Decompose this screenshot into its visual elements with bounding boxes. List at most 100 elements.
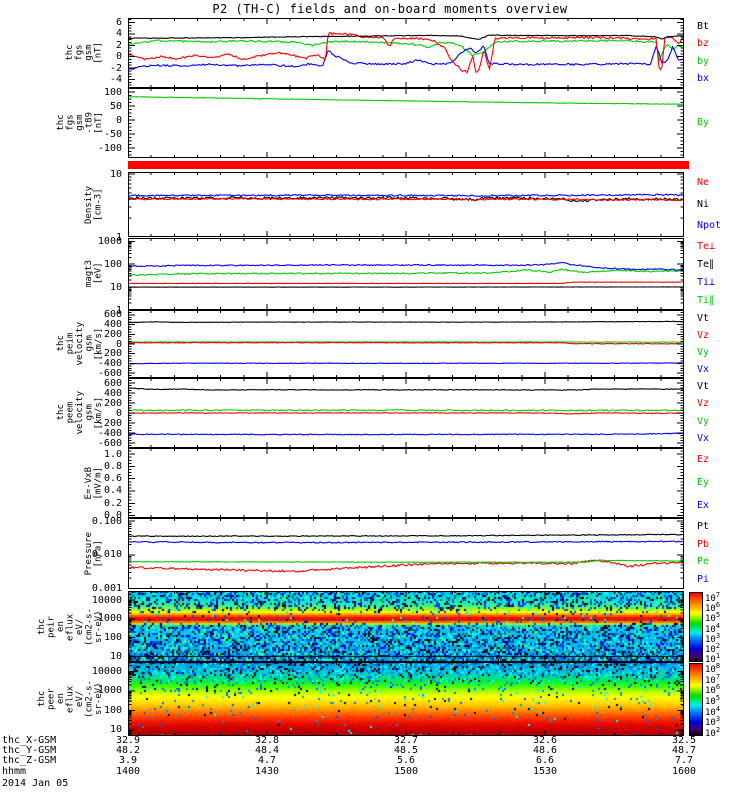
colorbar-peir-tick-label: 107 — [705, 591, 721, 604]
time-axis-value: 1530 — [532, 766, 558, 777]
panel-fgs-gsm-t89-ytick-label: 0 — [115, 114, 122, 126]
time-axis-value: 1430 — [254, 766, 280, 777]
spectrogram-peir-ytick-label: 1000 — [97, 613, 122, 625]
panel-fgs-gsm-ytick-label: 2 — [115, 39, 122, 51]
colorbar-peer-tick-label: 102 — [705, 726, 721, 739]
time-axis-value: 32.6 — [532, 735, 558, 746]
colorbar-peir-tick-label: 104 — [705, 621, 721, 635]
panel-fgs-gsm-ytick-label: 0 — [115, 51, 122, 63]
legend-Ti: Ti∥ — [697, 295, 715, 306]
panel-density-ytick-label: 10 — [109, 168, 122, 180]
time-axis-value: 48.6 — [532, 745, 558, 756]
panel-pressure-ytick-label: 0.100 — [91, 515, 122, 527]
panel-density — [128, 172, 684, 237]
series-Vy-line — [128, 409, 684, 412]
legend-Ti: Ti⊥ — [697, 277, 716, 288]
series-Pb-line — [128, 559, 684, 573]
panel-temperature-ytick-label: 1000 — [97, 235, 122, 247]
time-axis-value: 48.7 — [671, 745, 697, 756]
panel-temperature-ytick-label: 1 — [115, 304, 122, 316]
time-axis-value: 1400 — [115, 766, 141, 777]
legend-bz: bz — [697, 38, 710, 50]
panel-fgs-gsm-ytick-label: -2 — [109, 62, 122, 74]
date-label: 2014 Jan 05 — [2, 778, 69, 789]
panel-vel-elec-ytick-label: 0 — [115, 407, 122, 419]
time-axis-value: 32.9 — [115, 735, 141, 746]
time-axis-value: 1600 — [671, 766, 697, 777]
time-axis-row-label: thc_Y-GSM — [2, 745, 57, 756]
time-axis-row-label: hhmm — [2, 766, 27, 777]
series-Npot-line — [128, 193, 684, 197]
panel-temperature-ytick-label: 100 — [103, 258, 122, 270]
series-Vy-line — [128, 341, 684, 343]
panel-temperature-axis-title: magt3 [eV] — [0, 238, 104, 310]
panel-density-axis-title-text: Density [cm-3] — [84, 185, 104, 224]
spectrogram-peer-ytick-label: 1000 — [97, 685, 122, 697]
panel-fgs-gsm-t89-ytick-label: 50 — [109, 100, 122, 112]
legend-Pi: Pi — [697, 574, 710, 586]
legend-Bt: Bt — [697, 20, 710, 32]
legend-Ey: Ey — [697, 477, 710, 488]
panel-fgs-gsm — [128, 18, 684, 88]
legend-Ni: Ni — [697, 198, 710, 210]
series-Ne-line — [128, 197, 684, 202]
legend-Pt: Pt — [697, 520, 710, 532]
legend-Vz: Vz — [697, 329, 710, 341]
legend-Ne: Ne — [697, 176, 710, 188]
series-Pt-line — [128, 533, 684, 538]
legend-Npot: Npot — [697, 220, 722, 232]
legend-bx: bx — [697, 73, 710, 85]
time-axis-value: 5.6 — [396, 755, 416, 766]
series-Vx-line — [128, 362, 684, 365]
colorbar-peir-tick-label: 106 — [705, 601, 721, 615]
panel-efield-ytick-label: 0.8 — [103, 460, 122, 472]
colorbar-peer-tick-label: 103 — [705, 715, 721, 729]
panel-vel-ion-ytick-label: 0 — [115, 338, 122, 350]
series-Te-perp-line — [128, 281, 684, 285]
panel-vel-ion-ytick-label: -600 — [97, 367, 122, 379]
series-by-line — [128, 39, 684, 64]
time-axis-value: 1500 — [393, 766, 419, 777]
legend-Vx: Vx — [697, 433, 710, 445]
colorbar-peer-tick-label: 104 — [705, 704, 721, 718]
spectrogram-peer-ytick-label: 100 — [103, 704, 122, 716]
status-bar-red — [128, 161, 689, 169]
legend-Vz: Vz — [697, 398, 710, 410]
time-axis-value: 7.7 — [674, 755, 694, 766]
panel-vel-ion — [128, 310, 684, 378]
legend-Vt: Vt — [697, 380, 710, 392]
spectrogram-peer — [128, 662, 684, 736]
colorbar-peer-tick-label: 106 — [705, 683, 721, 697]
legend-Pe: Pe — [697, 556, 710, 568]
panel-vel-ion-ytick-label: -200 — [97, 348, 122, 360]
colorbar-peir-tick-label: 101 — [705, 652, 721, 665]
panel-fgs-gsm-t89 — [128, 88, 684, 158]
series-Ti-perp-line — [128, 261, 684, 272]
spectrogram-peir-ytick-label: 100 — [103, 631, 122, 643]
panel-vel-ion-ytick-label: 400 — [103, 319, 122, 331]
time-axis-value: 32.8 — [254, 735, 280, 746]
spectrogram-peir-ytick-label: 10 — [109, 650, 122, 662]
colorbar-peer-tick-label: 105 — [705, 694, 721, 707]
panel-vel-elec-ytick-label: -600 — [97, 437, 122, 449]
panel-fgs-gsm-t89-ytick-label: -100 — [97, 142, 122, 154]
series-By-line — [128, 96, 683, 105]
series-bx-line — [128, 45, 684, 71]
colorbar-peer — [689, 663, 703, 736]
panel-pressure — [128, 518, 684, 589]
legend-Vy: Vy — [697, 346, 710, 358]
panel-vel-ion-ytick-label: 600 — [103, 309, 122, 321]
spectrogram-peer-ytick-label: 10000 — [91, 666, 122, 678]
panel-efield-ytick-label: 0.2 — [103, 497, 122, 509]
legend-Te: Te⊥ — [697, 241, 716, 252]
time-axis-row-label: thc_X-GSM — [2, 735, 57, 746]
colorbar-peir-tick-label: 105 — [705, 611, 721, 625]
series-Ti-par-line — [128, 268, 684, 276]
spectrogram-peir-canvas — [128, 591, 684, 662]
page-title: P2 (TH-C) fields and on-board moments ov… — [212, 2, 568, 16]
spectrogram-peir — [128, 591, 684, 662]
legend-Vy: Vy — [697, 415, 710, 427]
panel-fgs-gsm-t89-ytick-label: 100 — [103, 86, 122, 98]
panel-pressure-ytick-label: 0.010 — [91, 549, 122, 561]
